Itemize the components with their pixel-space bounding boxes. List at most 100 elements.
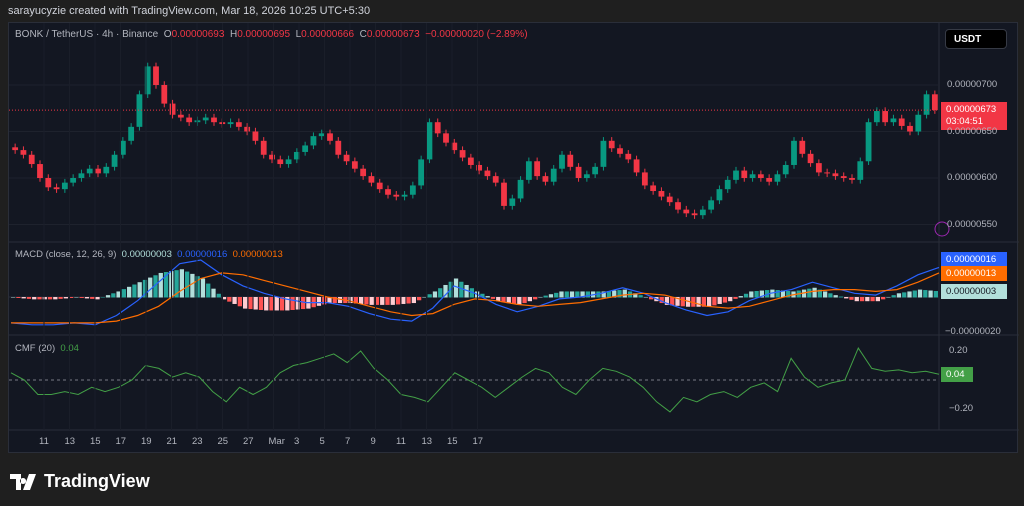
candle-body — [617, 148, 623, 154]
candle-body — [699, 209, 706, 216]
candle-body — [368, 176, 375, 183]
macd-axis-tick: −0.00000020 — [945, 326, 1001, 337]
cmf-label[interactable]: CMF (20) — [15, 343, 56, 354]
candle-body — [310, 136, 317, 146]
time-axis-tick: 27 — [243, 436, 254, 447]
candle-body — [517, 179, 524, 199]
low-value: 0.00000666 — [301, 29, 355, 40]
macd-histogram-bar — [364, 297, 369, 305]
time-axis-tick: 5 — [319, 436, 325, 447]
macd-histogram-bar — [833, 295, 838, 298]
candle-body — [343, 154, 350, 162]
macd-histogram-bar — [32, 297, 37, 300]
macd-histogram-bar — [728, 297, 733, 302]
macd-label[interactable]: MACD (close, 12, 26, 9) — [15, 249, 117, 260]
candle-body — [409, 185, 416, 195]
macd-histogram-bar — [817, 289, 822, 298]
symbol-label[interactable]: BONK / TetherUS · 4h · Binance — [15, 29, 159, 40]
macd-histogram-bar — [580, 291, 585, 298]
macd-histogram-bar — [838, 296, 844, 298]
candle-body — [136, 94, 143, 127]
time-axis-tick: 13 — [64, 436, 76, 447]
macd-histogram-bar — [63, 297, 68, 299]
macd-histogram-bar — [786, 290, 791, 298]
macd-histogram-bar — [90, 297, 95, 299]
macd-histogram-bar — [195, 276, 200, 298]
macd-histogram-bar — [179, 269, 184, 298]
macd-histogram-bar — [902, 292, 907, 298]
candle-body — [791, 140, 797, 165]
macd-histogram-bar — [269, 297, 274, 311]
macd-histogram-bar — [227, 297, 232, 302]
macd-histogram-bar — [923, 290, 928, 298]
macd-histogram-bar — [348, 297, 353, 304]
macd-histogram-bar — [543, 295, 548, 298]
macd-histogram-bar — [928, 290, 933, 298]
candle-body — [774, 174, 781, 182]
candle-body — [20, 150, 27, 155]
macd-histogram-bar — [617, 290, 622, 298]
macd-histogram-bar — [612, 290, 617, 298]
change-value: −0.00000020 (−2.89%) — [425, 29, 528, 40]
chart-panel[interactable]: BONK / TetherUS · 4h · Binance O0.000006… — [8, 22, 1019, 454]
macd-histogram-bar — [79, 297, 84, 298]
candle-body — [211, 117, 217, 123]
candle-body — [227, 122, 234, 125]
macd-histogram-bar — [74, 297, 79, 298]
candle-body — [418, 159, 425, 186]
macd-histogram-bar — [606, 290, 612, 298]
macd-histogram-bar — [211, 288, 216, 298]
macd-histogram-bar — [675, 297, 680, 306]
macd-histogram-bar — [274, 297, 279, 311]
candle-body — [252, 131, 259, 141]
candle-body — [542, 176, 549, 182]
candle-body — [53, 187, 60, 190]
candle-body — [898, 118, 905, 126]
macd-histogram-bar — [58, 297, 63, 299]
candle-body — [625, 153, 632, 160]
candle-body — [608, 140, 615, 149]
macd-histogram-bar — [295, 297, 300, 310]
macd-histogram-bar — [691, 297, 696, 307]
candle-body — [915, 114, 922, 132]
candle-body — [86, 168, 93, 174]
macd-histogram-bar — [480, 293, 485, 298]
macd-histogram-bar — [828, 293, 833, 298]
macd-histogram-bar — [137, 282, 142, 298]
macd-histogram-bar — [301, 297, 306, 310]
macd-histogram-bar — [506, 297, 511, 304]
macd-histogram-bar — [743, 293, 749, 298]
macd-histogram-bar — [427, 294, 432, 298]
chart-canvas[interactable] — [9, 23, 1019, 454]
currency-button[interactable]: USDT — [945, 29, 1007, 49]
candle-body — [907, 125, 913, 132]
macd-histogram-bar — [353, 297, 358, 304]
candle-body — [70, 178, 77, 183]
macd-histogram-bar — [701, 297, 706, 307]
candle-body — [849, 178, 855, 180]
macd-histogram-bar — [390, 297, 395, 305]
macd-histogram-bar — [111, 293, 116, 298]
time-axis-tick: 7 — [345, 436, 351, 447]
candle-body — [666, 196, 673, 203]
candle-body — [600, 140, 607, 167]
macd-histogram-bar — [854, 297, 859, 302]
macd-histogram-bar — [733, 297, 738, 299]
credit-line: sarayucyzie created with TradingView.com… — [8, 5, 371, 17]
signal-tag: 0.00000013 — [941, 266, 1007, 281]
candle-body — [153, 66, 159, 85]
macd-histogram-bar — [749, 291, 754, 298]
macd-histogram-bar — [759, 290, 764, 298]
macd-histogram-bar — [100, 297, 105, 298]
candle-body — [824, 172, 831, 174]
macd-histogram-bar — [132, 284, 137, 298]
macd-histogram-bar — [469, 288, 474, 298]
candle-body — [443, 133, 449, 143]
macd-histogram-bar — [47, 297, 53, 300]
candle-body — [525, 161, 532, 180]
logo-text: TradingView — [44, 471, 150, 491]
candle-body — [393, 194, 400, 197]
candle-body — [923, 94, 930, 115]
last-price: 0.00000673 — [946, 104, 997, 115]
macd-histogram-bar — [633, 293, 638, 298]
